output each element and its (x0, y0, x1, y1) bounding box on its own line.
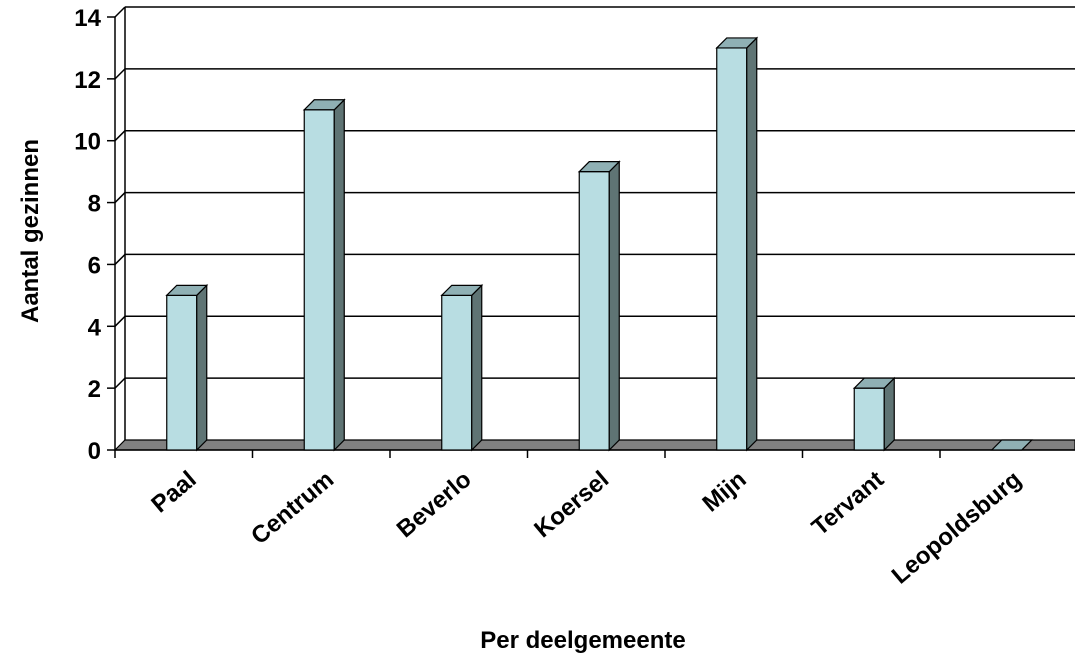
bar-top-tervant (852, 377, 896, 389)
x-axis-title: Per deelgemeente (480, 627, 685, 654)
bar-top-beverlo (440, 284, 484, 296)
bar-top-mijn (715, 37, 759, 49)
bar-side-centrum (333, 98, 345, 452)
y-tick-label: 8 (88, 191, 101, 218)
gridline-connector (114, 192, 126, 204)
gridline-connector (114, 377, 126, 389)
bar-side-koersel (608, 160, 620, 452)
y-tick-label: 14 (74, 5, 101, 32)
y-tick-label: 6 (88, 252, 101, 279)
y-tick-label: 10 (74, 129, 101, 156)
y-tick-label: 12 (74, 67, 101, 94)
bar-top-leopoldsburg (990, 439, 1034, 451)
gridline-connector (114, 253, 126, 265)
gridline-connector (114, 130, 126, 142)
bar-side-mijn (746, 36, 758, 452)
bar-side-paal (196, 283, 208, 452)
bar-side-tervant (883, 376, 895, 452)
bar-top-centrum (302, 99, 346, 111)
x-tick-label: Tervant (807, 466, 889, 541)
bar-top-koersel (577, 161, 621, 173)
bar-centrum (303, 109, 335, 451)
y-axis-title: Aantal gezinnen (17, 139, 44, 323)
gridline-connector (114, 6, 126, 18)
y-tick-labels: 0 2 4 6 8 10 12 14 (74, 5, 101, 465)
x-tick-label: Beverlo (392, 466, 477, 543)
y-tick-label: 4 (88, 314, 102, 341)
gridline-connector (114, 68, 126, 80)
bar-beverlo (441, 294, 473, 451)
x-tick-label: Paal (146, 466, 201, 518)
x-tick-label: Centrum (246, 466, 339, 550)
bar-paal (166, 294, 198, 451)
x-tick-labels: Paal Centrum Beverlo Koersel Mijn TervantLeop… (146, 466, 1026, 590)
x-tick-label: Mijn (697, 466, 751, 518)
bar-koersel (578, 171, 610, 451)
y-tick-label: 0 (88, 438, 101, 465)
bar-top-paal (165, 284, 209, 296)
bar-side-beverlo (471, 283, 483, 452)
bar-tervant (853, 387, 885, 451)
y-tick-label: 2 (88, 376, 101, 403)
bars (165, 36, 1034, 452)
x-tick-label: Leopoldsburg (887, 466, 1027, 590)
bar-mijn (716, 47, 748, 451)
gridline-connector (114, 315, 126, 327)
x-tick-label: Koersel (529, 466, 614, 543)
